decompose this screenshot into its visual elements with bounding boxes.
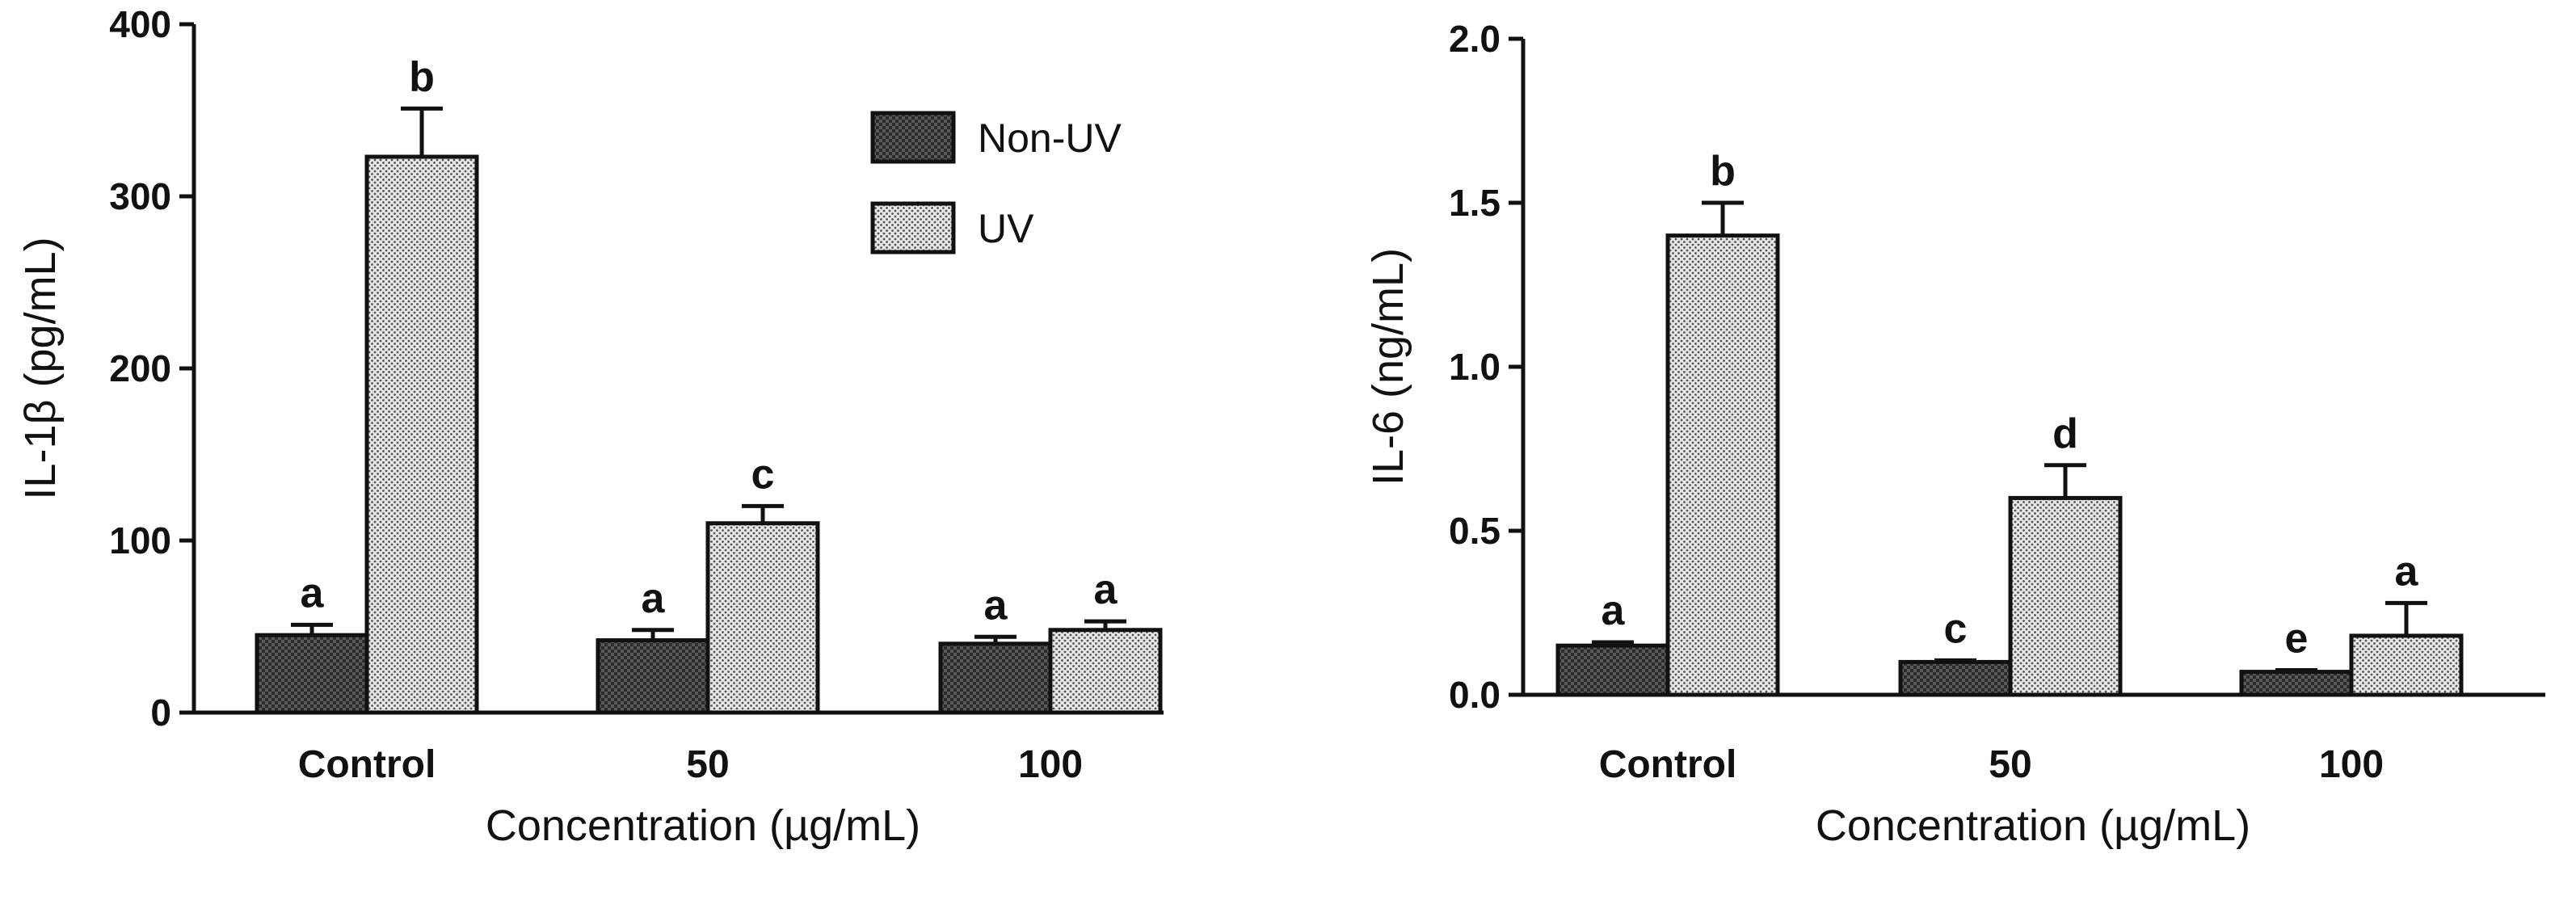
x-category-label: 100 [1018, 743, 1083, 786]
y-tick-label: 1.0 [1449, 346, 1501, 388]
x-category-label: Control [1599, 743, 1737, 786]
x-category-label: Control [298, 743, 436, 786]
significance-label: e [2285, 616, 2309, 662]
significance-label: d [2052, 410, 2078, 457]
significance-label: a [984, 582, 1008, 629]
legend-label: UV [978, 206, 1034, 251]
bar-non-uv [1898, 659, 2013, 697]
significance-label: b [409, 53, 435, 100]
bar-non-uv [2239, 670, 2354, 697]
y-tick-label: 2.0 [1449, 18, 1501, 60]
chart-panel-1: 0 100 200 300 400 IL-1β (pg/mL) Concentration … [16, 3, 1164, 850]
bar-non-uv [1555, 643, 1670, 697]
significance-label: a [1602, 587, 1626, 634]
y-tick-label: 200 [109, 347, 171, 389]
significance-label: b [1710, 148, 1736, 195]
y-tick-label: 0 [150, 692, 171, 734]
chart-panel-2: 0.0 0.5 1.0 1.5 2.0 IL-6 (ng/mL) Concentration… [1364, 18, 2545, 850]
significance-label: a [301, 570, 325, 616]
significance-label: a [1094, 566, 1118, 613]
significance-label: a [642, 575, 666, 622]
y-axis-title: IL-1β (pg/mL) [16, 237, 65, 499]
bar-uv [2008, 495, 2123, 697]
y-tick-label: 400 [109, 3, 171, 45]
x-axis-title: Concentration (µg/mL) [1816, 801, 2250, 850]
legend-label: Non-UV [978, 116, 1122, 161]
legend: Non-UV UV [870, 111, 1122, 254]
significance-label: c [1944, 605, 1968, 652]
y-tick-label: 0.5 [1449, 510, 1501, 552]
bar-non-uv [596, 638, 710, 715]
y-tick-label: 100 [109, 519, 171, 561]
significance-label: a [2395, 548, 2419, 595]
x-category-label: 50 [686, 743, 729, 786]
x-category-label: 50 [1989, 743, 2031, 786]
significance-label: c [751, 451, 775, 498]
y-axis-title: IL-6 (ng/mL) [1364, 248, 1412, 486]
legend-swatch-non-uv [870, 111, 956, 164]
bar-uv [1665, 233, 1780, 697]
y-tick-label: 0.0 [1449, 674, 1501, 716]
legend-swatch-uv [870, 201, 956, 254]
y-tick-label: 1.5 [1449, 182, 1501, 224]
bar-uv [2349, 633, 2464, 697]
bar-non-uv [255, 633, 369, 715]
bar-non-uv [938, 641, 1053, 715]
bar-uv [364, 154, 479, 715]
bar-uv [1048, 628, 1163, 715]
x-axis-title: Concentration (µg/mL) [486, 801, 920, 850]
bar-uv [705, 521, 820, 715]
x-category-label: 100 [2319, 743, 2384, 786]
y-tick-label: 300 [109, 175, 171, 217]
